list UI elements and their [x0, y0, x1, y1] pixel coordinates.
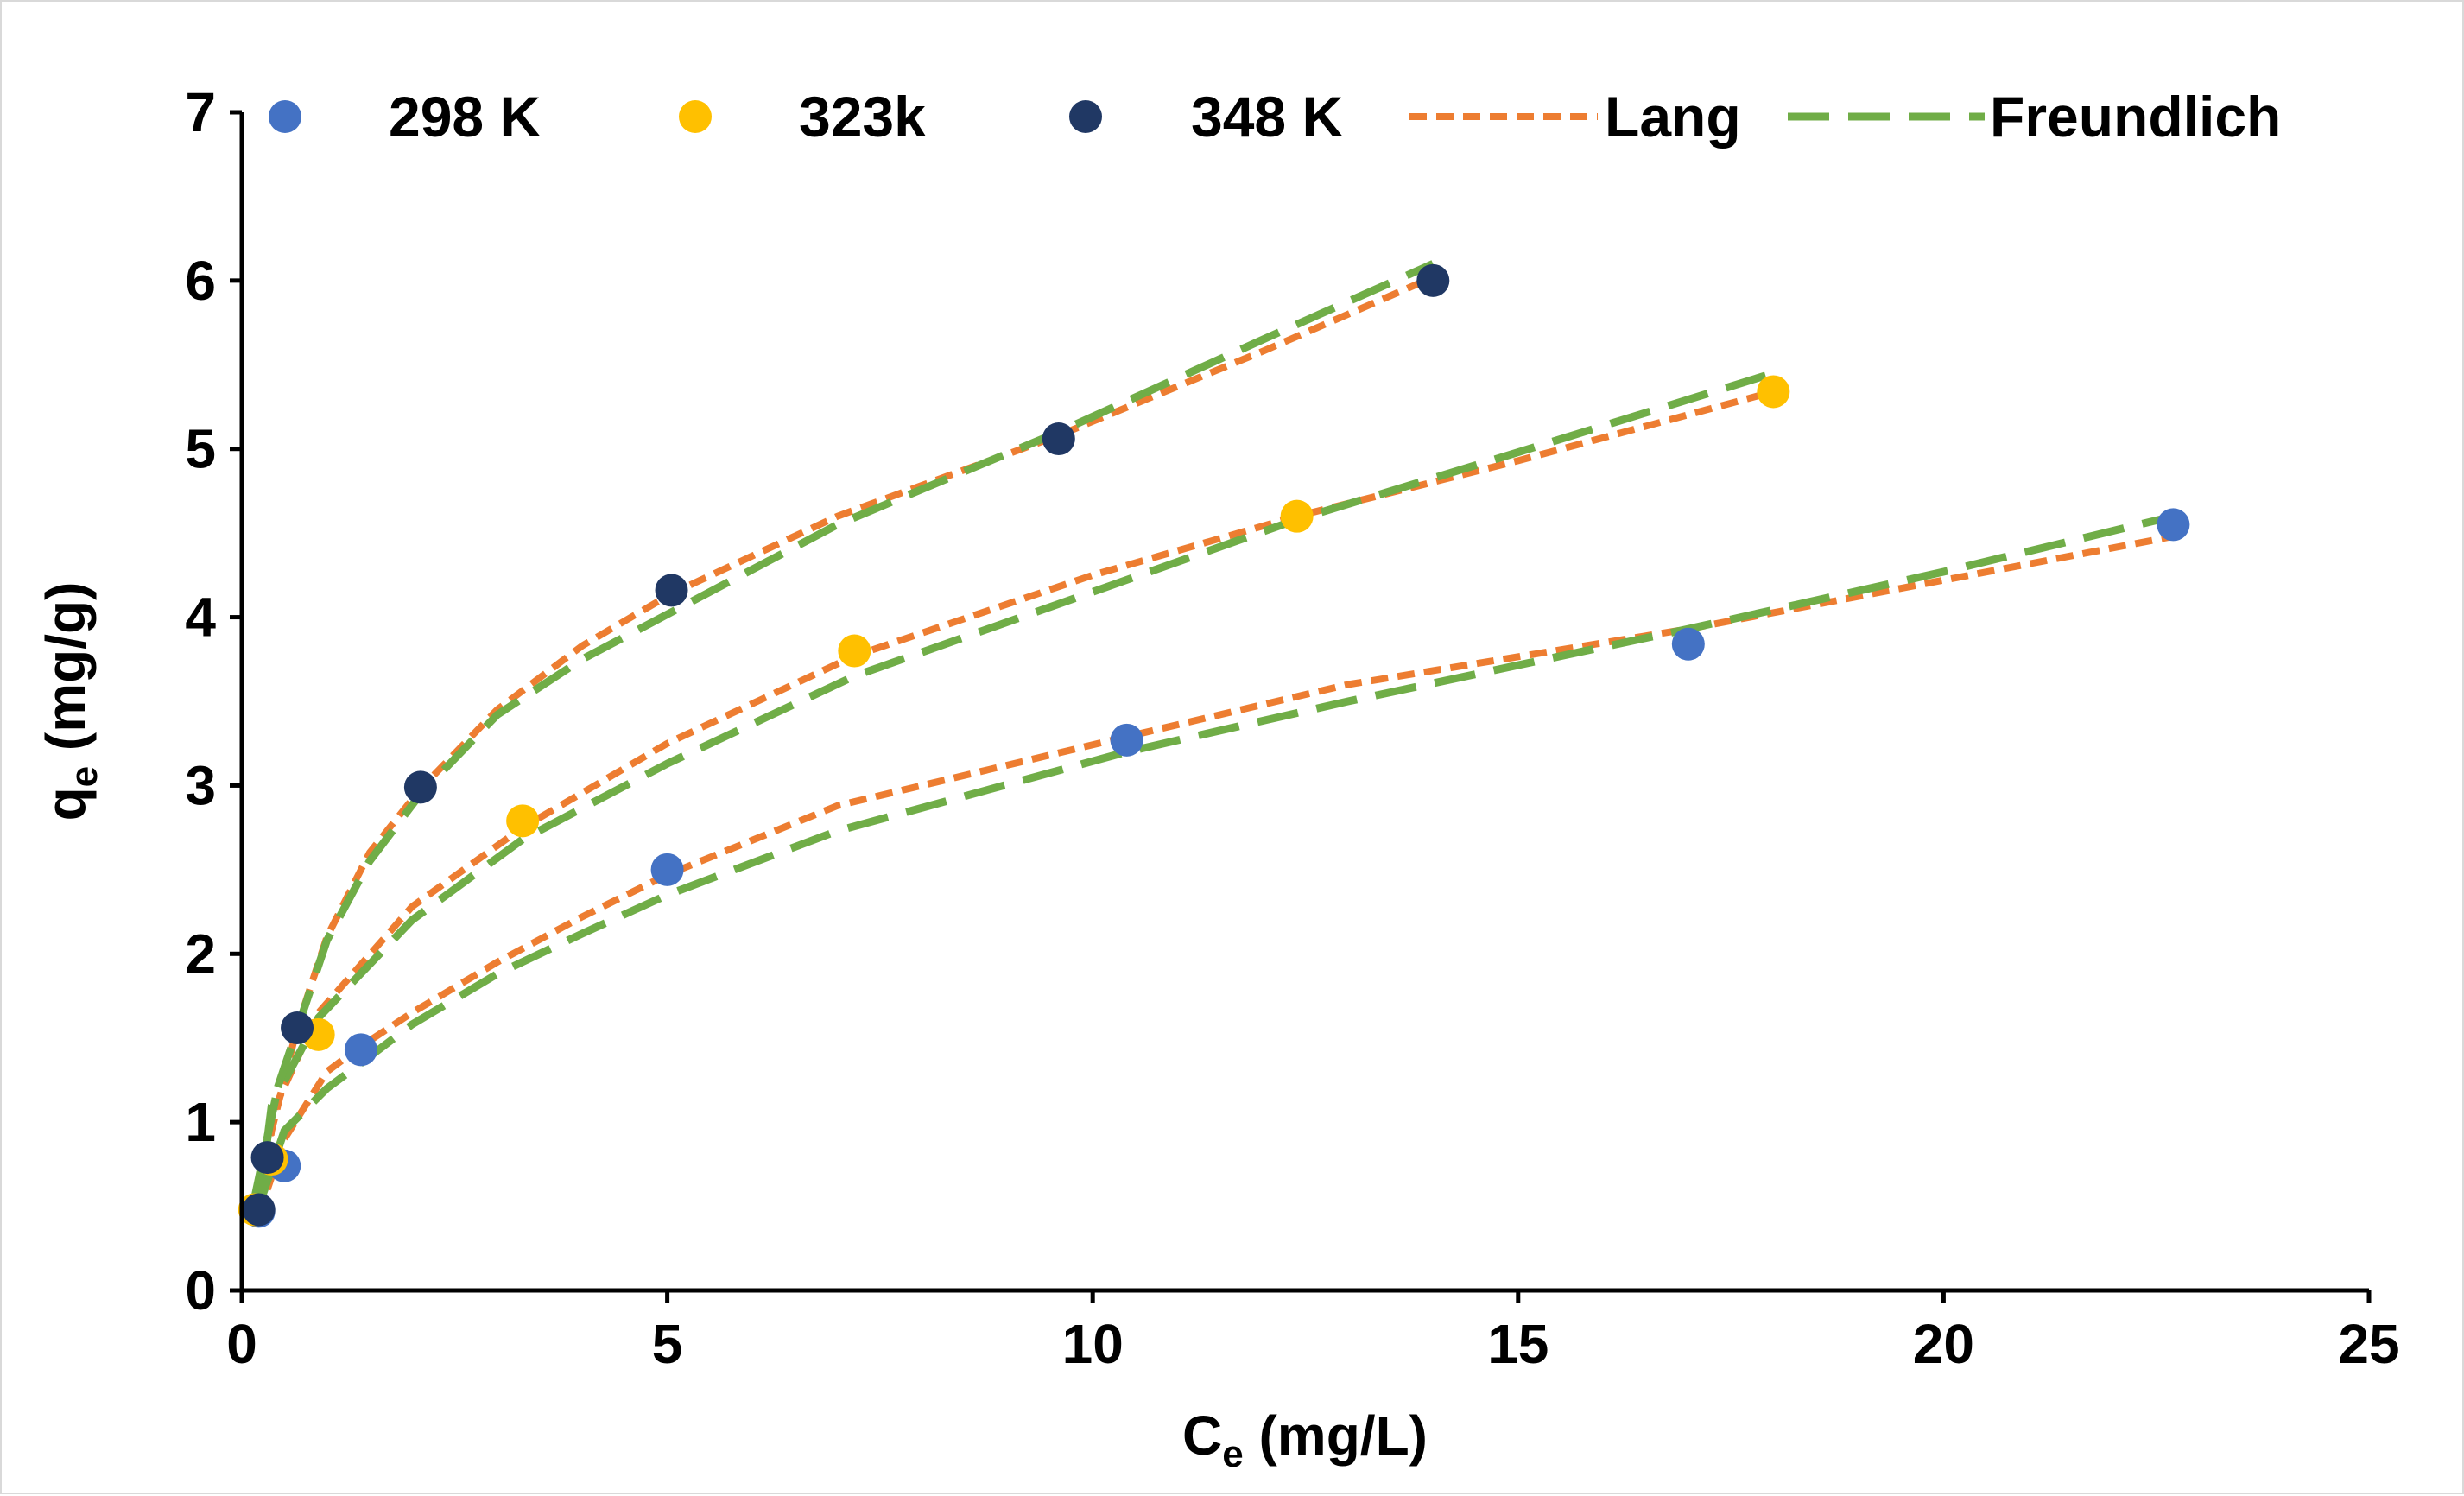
data-point-323k	[1280, 499, 1314, 533]
legend-label-348k: 348 K	[1191, 85, 1343, 149]
freundlich-fit-curve-2	[250, 369, 1775, 1199]
data-point-323k	[1757, 375, 1790, 409]
legend-label-323k: 323k	[799, 85, 926, 149]
legend-marker-348k	[1069, 100, 1102, 133]
x-tick-label: 5	[652, 1313, 683, 1375]
legend-marker-298k	[269, 100, 301, 133]
y-tick-label: 7	[185, 81, 216, 143]
data-point-298k	[1671, 627, 1705, 661]
fit-curves-layer	[250, 260, 2175, 1216]
data-point-348k	[281, 1011, 314, 1045]
data-point-323k	[506, 804, 540, 838]
x-tick-label: 25	[2338, 1313, 2399, 1375]
x-tick-label: 0	[226, 1313, 257, 1375]
data-point-348k	[655, 574, 688, 607]
data-point-348k	[403, 770, 437, 804]
legend-marker-323k	[679, 100, 712, 133]
x-axis-title: Ce (mg/L)	[1182, 1404, 1428, 1475]
data-point-348k	[1042, 422, 1075, 456]
data-point-348k	[250, 1141, 284, 1175]
y-axis-title: qe (mg/g)	[35, 582, 105, 821]
y-tick-label: 3	[185, 754, 216, 816]
data-point-298k	[344, 1033, 377, 1067]
y-tick-label: 2	[185, 922, 216, 985]
legend-label-lang: Lang	[1605, 85, 1741, 149]
y-tick-label: 5	[185, 418, 216, 480]
y-tick-label: 6	[185, 250, 216, 312]
legend-label-298k: 298 K	[389, 85, 541, 149]
data-point-348k	[242, 1193, 276, 1227]
x-tick-label: 15	[1487, 1313, 1549, 1375]
freundlich-fit-curve-1	[255, 512, 2175, 1208]
data-point-298k	[1110, 723, 1143, 757]
data-points-layer	[238, 263, 2190, 1228]
data-point-298k	[650, 853, 684, 886]
legend: 298 K 323k 348 K Lang Freundlich	[269, 85, 2281, 149]
lang-fit-curve-2	[250, 388, 1775, 1216]
axes-layer	[239, 112, 2369, 1293]
y-tick-label: 4	[185, 586, 216, 649]
legend-label-freundlich: Freundlich	[1990, 85, 2281, 149]
x-tick-label: 10	[1062, 1313, 1124, 1375]
data-point-298k	[2157, 508, 2190, 542]
x-tick-label: 20	[1913, 1313, 1974, 1375]
ticks-layer: 0 1 2 3 4 5 6 7 0 5 10 15 20 25	[185, 81, 2399, 1375]
y-tick-label: 1	[185, 1091, 216, 1153]
freundlich-fit-curve-3	[255, 260, 1435, 1208]
data-point-348k	[1416, 263, 1450, 297]
lang-fit-curve-3	[255, 274, 1435, 1215]
y-tick-label: 0	[185, 1259, 216, 1322]
data-point-323k	[838, 634, 871, 668]
axis-titles: Ce (mg/L) qe (mg/g)	[35, 582, 1428, 1475]
lang-fit-curve-1	[255, 533, 2175, 1216]
